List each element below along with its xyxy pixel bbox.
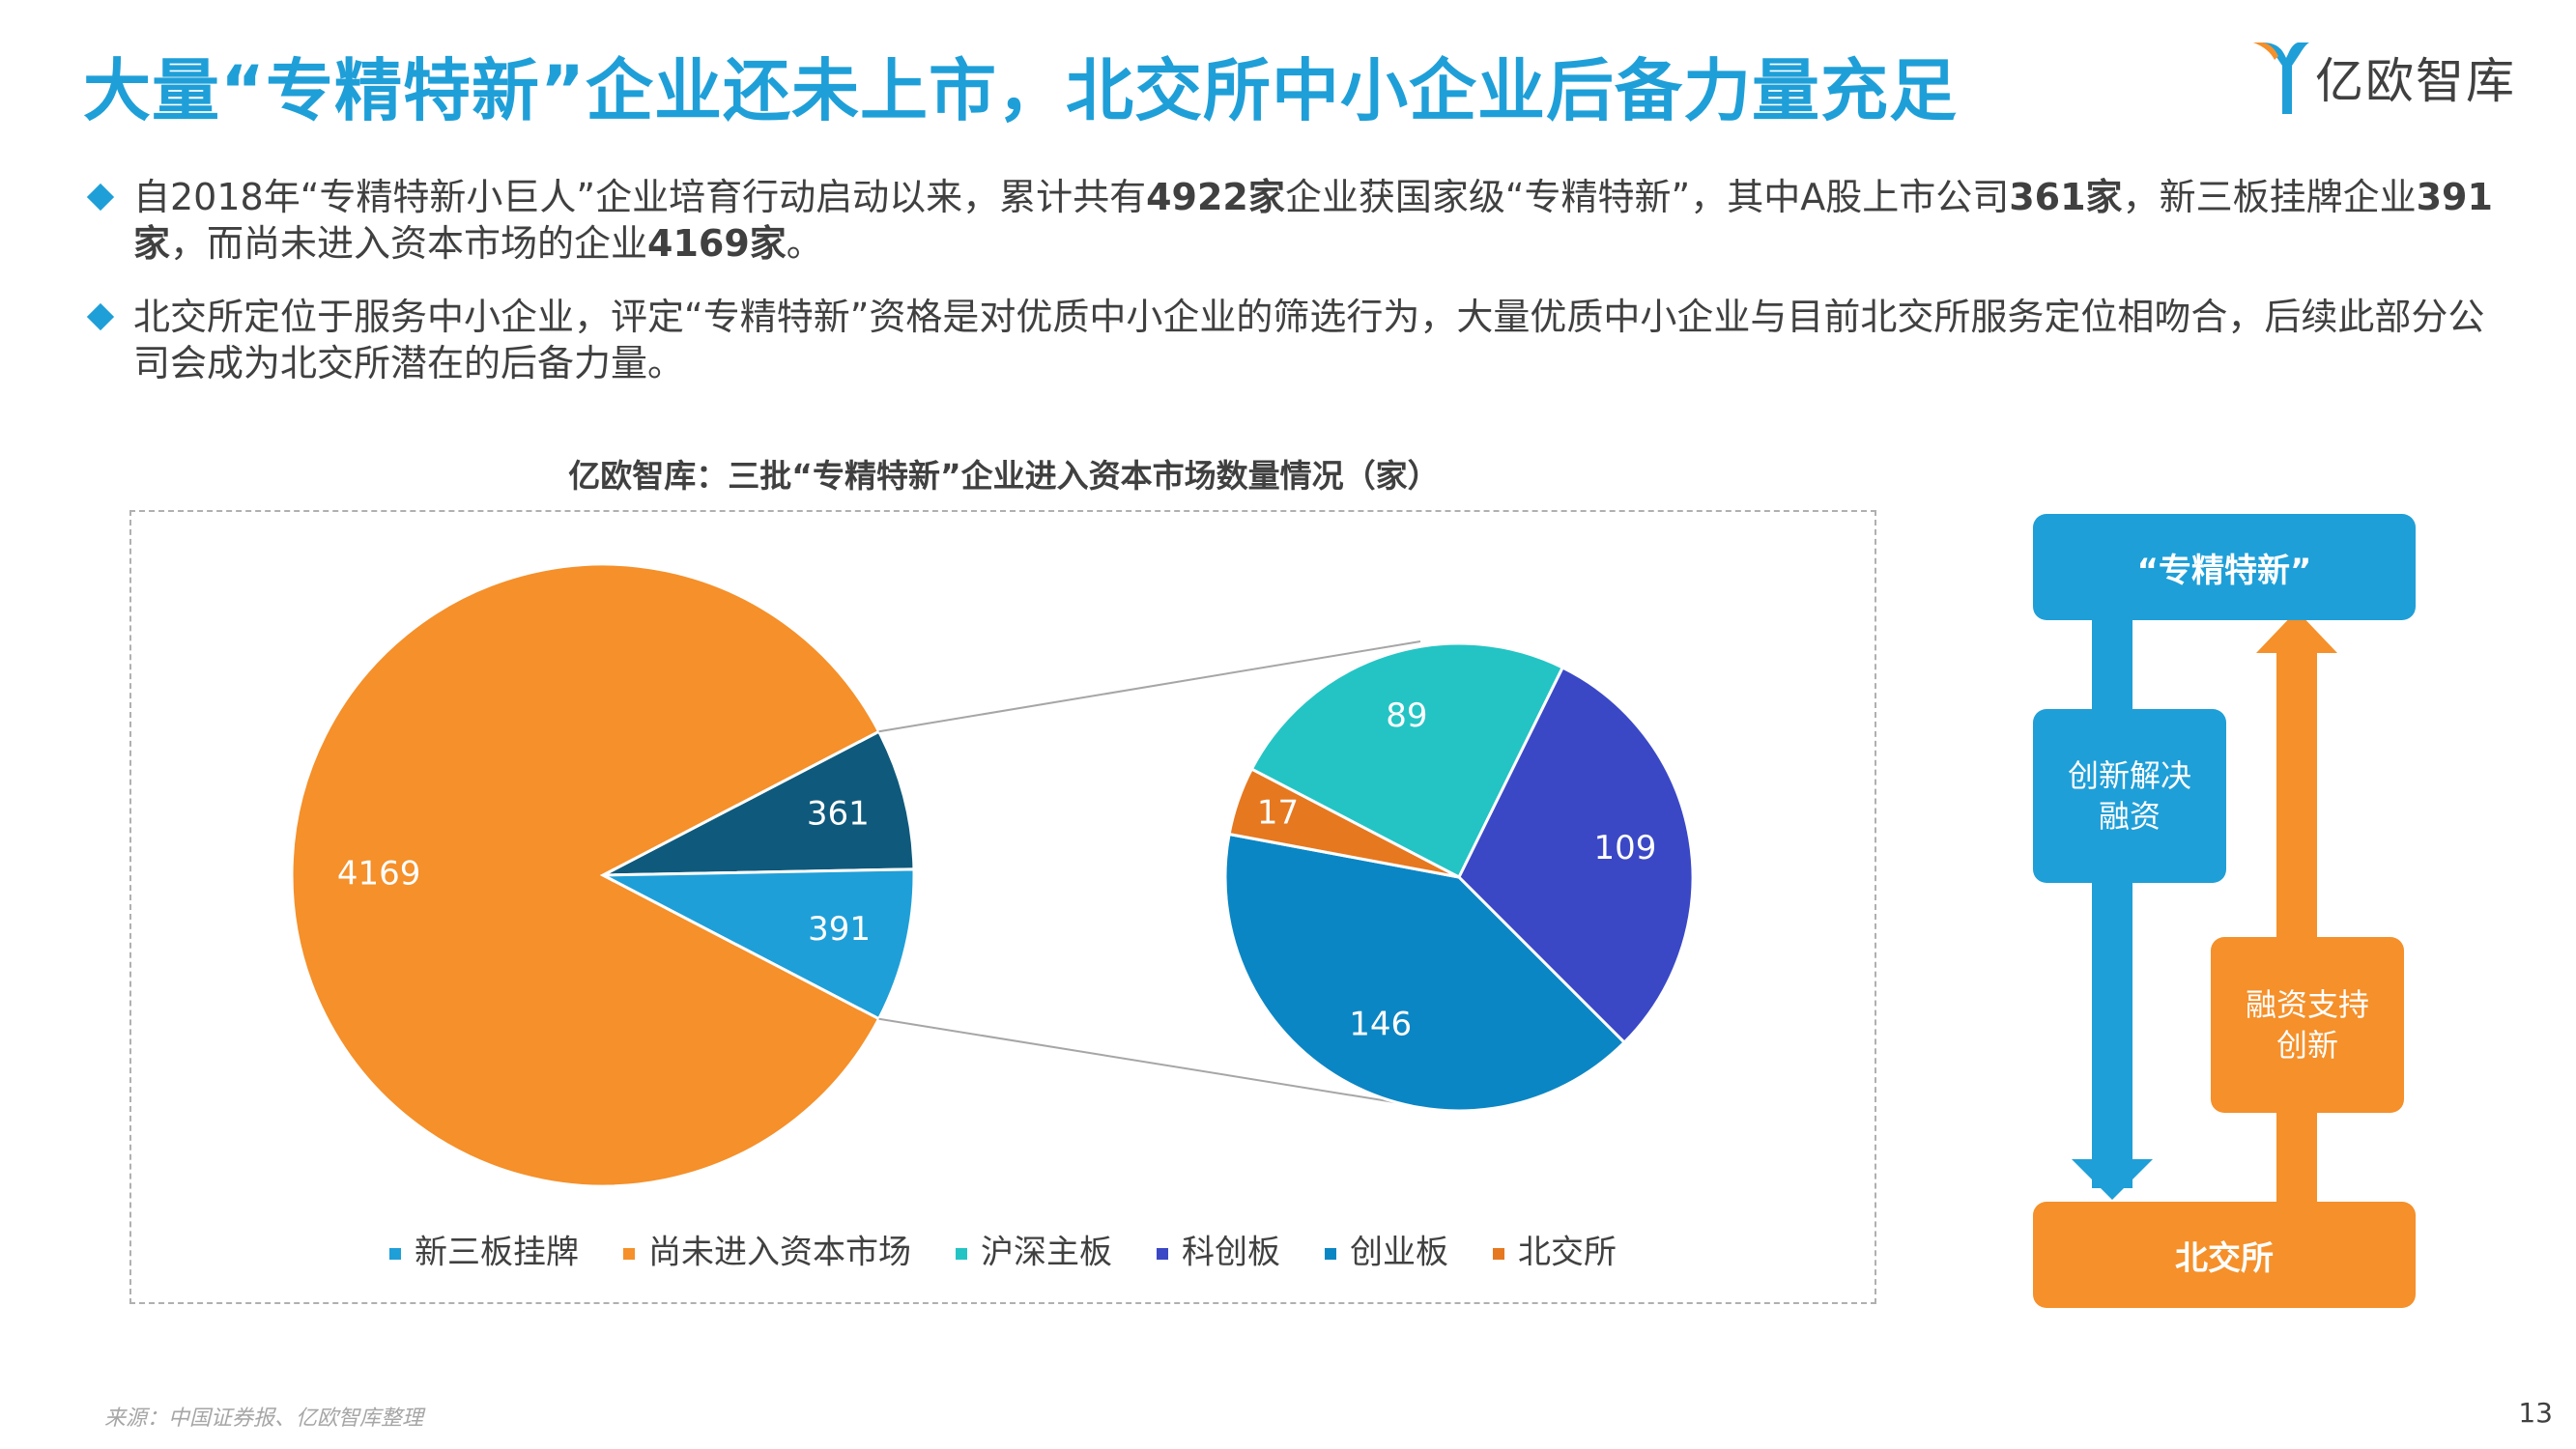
bullet-text: 自2018年“专精特新小巨人”企业培育行动启动以来，累计共有4922家企业获国家…	[133, 176, 2493, 265]
down-arrow-icon	[2072, 609, 2153, 1200]
bullet-highlight: 4169家	[647, 222, 787, 265]
bullet-highlight: 4922家	[1146, 176, 1285, 218]
pie-slice	[290, 562, 881, 1188]
legend-label: 科创板	[1182, 1234, 1280, 1272]
flow-left-box: 创新解决 融资	[2033, 709, 2226, 883]
bullet-highlight: 361家	[2009, 176, 2123, 218]
data-label: 146	[1349, 1006, 1412, 1044]
bullet-highlight: 391家	[133, 176, 2493, 265]
flow-bottom-box: 北交所	[2033, 1202, 2416, 1308]
connector-line	[878, 640, 1421, 733]
bullet-run: ，而尚未进入资本市场的企业	[170, 222, 648, 265]
bullet-run: ，新三板挂牌企业	[2122, 176, 2417, 218]
flow-top-label: “专精特新”	[2136, 551, 2312, 590]
legend-label: 北交所	[1518, 1234, 1617, 1272]
chart-frame	[129, 510, 1876, 1304]
flow-right-label: 融资支持 创新	[2245, 986, 2369, 1064]
legend-label: 新三板挂牌	[415, 1234, 579, 1272]
legend-label: 沪深主板	[981, 1234, 1112, 1272]
pie-slice	[602, 729, 916, 877]
diamond-bullet-icon	[86, 183, 115, 212]
data-label: 4169	[337, 855, 421, 894]
diamond-bullet-icon	[86, 302, 115, 331]
data-label: 109	[1593, 829, 1656, 867]
page-number: 13	[2518, 1397, 2553, 1429]
bullet-item: 自2018年“专精特新小巨人”企业培育行动启动以来，累计共有4922家企业获国家…	[83, 174, 2499, 267]
flow-right-box: 融资支持 创新	[2211, 937, 2404, 1113]
legend-swatch	[1325, 1248, 1336, 1260]
bullet-run: 北交所定位于服务中小企业，评定“专精特新”资格是对优质中小企业的筛选行为，大量优…	[133, 296, 2485, 384]
legend-swatch	[389, 1248, 401, 1260]
legend-label: 创业板	[1350, 1234, 1448, 1272]
flow-bottom-label: 北交所	[2175, 1238, 2274, 1278]
connector-line	[878, 1017, 1425, 1108]
pie-slice	[1249, 641, 1565, 880]
flow-top-box: “专精特新”	[2033, 514, 2416, 620]
legend-label: 尚未进入资本市场	[648, 1234, 911, 1272]
flow-left-label: 创新解决 融资	[2067, 757, 2191, 835]
bullet-run: 企业获国家级“专精特新”，其中A股上市公司	[1284, 176, 2010, 218]
logo-text: 亿欧智库	[2315, 53, 2516, 109]
pie-of-pie-chart: 361 391 4169 146 17 89 109 新三板挂牌 尚未进入资本市场 沪深主板 科创板…	[290, 562, 1695, 1272]
legend-swatch	[1157, 1248, 1168, 1260]
data-label: 391	[808, 910, 871, 949]
data-label: 17	[1257, 794, 1299, 833]
logo: 亿欧智库	[2249, 37, 2539, 120]
yiou-logo-icon	[2253, 43, 2309, 114]
bullet-run: 自2018年“专精特新小巨人”企业培育行动启动以来，累计共有	[133, 176, 1147, 218]
bullet-list: 自2018年“专精特新小巨人”企业培育行动启动以来，累计共有4922家企业获国家…	[83, 174, 2499, 413]
data-label: 89	[1386, 696, 1427, 735]
legend-swatch	[623, 1248, 635, 1260]
legend-swatch	[956, 1248, 967, 1260]
source-note: 来源：中国证券报、亿欧智库整理	[104, 1406, 424, 1431]
flow-arrows	[2072, 609, 2337, 1227]
up-arrow-icon	[2256, 611, 2337, 1227]
bullet-item: 北交所定位于服务中小企业，评定“专精特新”资格是对优质中小企业的筛选行为，大量优…	[83, 294, 2499, 386]
bullet-run: 。	[786, 222, 823, 265]
pie-slice	[1457, 666, 1695, 1045]
chart-title: 亿欧智库：三批“专精特新”企业进入资本市场数量情况（家）	[568, 457, 1440, 495]
page-title: 大量“专精特新”企业还未上市，北交所中小企业后备力量充足	[83, 51, 1959, 130]
pie-slice	[602, 867, 916, 1021]
bullet-text: 北交所定位于服务中小企业，评定“专精特新”资格是对优质中小企业的筛选行为，大量优…	[133, 296, 2484, 384]
legend-swatch	[1493, 1248, 1504, 1260]
data-label: 361	[807, 794, 870, 833]
pie-slice	[1223, 832, 1627, 1113]
